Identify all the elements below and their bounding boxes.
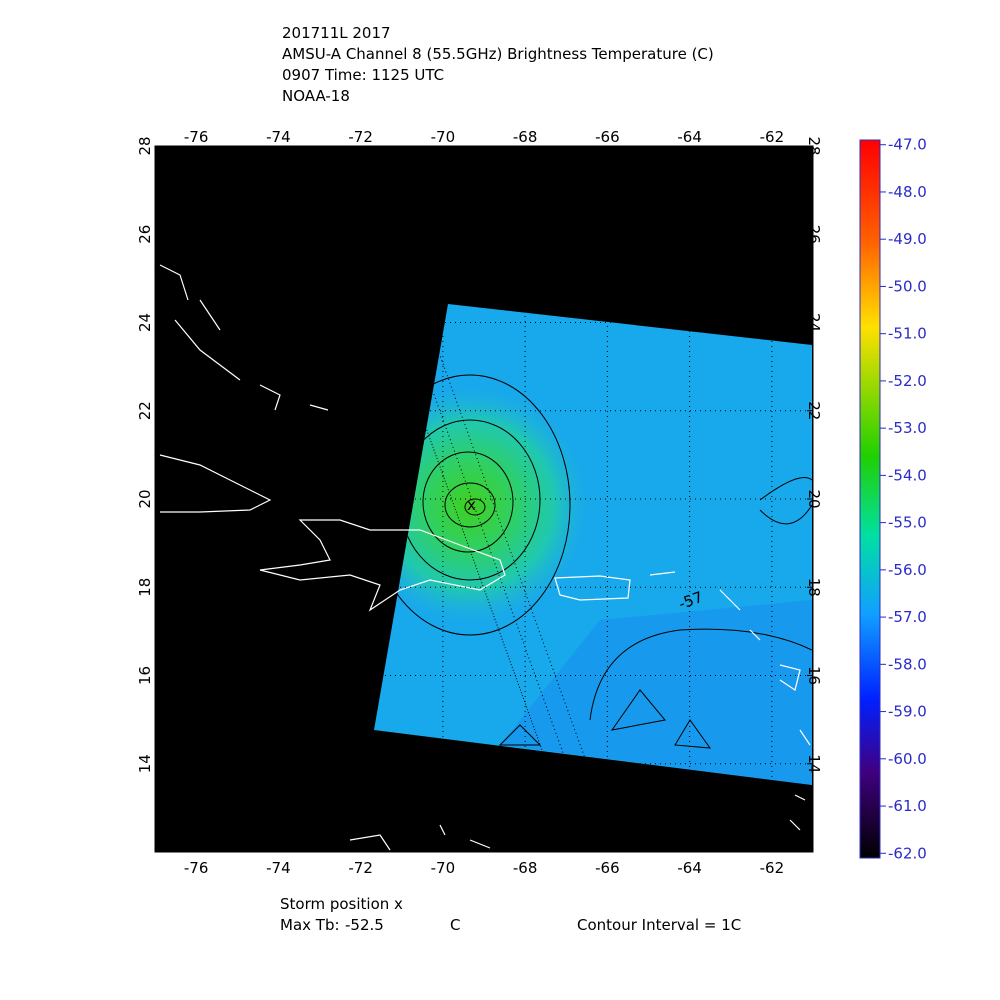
title-line: AMSU-A Channel 8 (55.5GHz) Brightness Te… bbox=[282, 45, 714, 63]
lon-tick-label: -72 bbox=[348, 128, 373, 146]
lon-tick-label: -72 bbox=[348, 859, 373, 877]
max-label: Max Tb: bbox=[280, 916, 340, 934]
colorbar-tick-label: -50.0 bbox=[888, 277, 927, 295]
lat-tick-label: 16 bbox=[805, 666, 823, 685]
lon-tick-label: -64 bbox=[677, 128, 702, 146]
lat-tick-label: 20 bbox=[805, 489, 823, 508]
lon-tick-label: -62 bbox=[760, 128, 785, 146]
contour-interval: Contour Interval = 1C bbox=[577, 916, 741, 934]
title-line: 0907 Time: 1125 UTC bbox=[282, 66, 444, 84]
lat-tick-label: 22 bbox=[136, 401, 154, 420]
colorbar-tick-label: -57.0 bbox=[888, 608, 927, 626]
title-line: NOAA-18 bbox=[282, 87, 350, 105]
colorbar-tick-label: -56.0 bbox=[888, 561, 927, 579]
lat-tick-label: 14 bbox=[805, 754, 823, 773]
colorbar bbox=[859, 139, 881, 859]
colorbar-tick-label: -53.0 bbox=[888, 419, 927, 437]
lon-tick-label: -76 bbox=[184, 859, 209, 877]
colorbar-tick-label: -49.0 bbox=[888, 230, 927, 248]
lon-tick-label: -70 bbox=[431, 859, 456, 877]
lon-tick-label: -74 bbox=[266, 128, 291, 146]
lon-tick-label: -70 bbox=[431, 128, 456, 146]
colorbar-tick-label: -51.0 bbox=[888, 325, 927, 343]
colorbar-tick-label: -55.0 bbox=[888, 514, 927, 532]
colorbar-tick-label: -54.0 bbox=[888, 466, 927, 484]
colorbar-tick-label: -47.0 bbox=[888, 136, 927, 154]
lat-tick-label: 26 bbox=[805, 225, 823, 244]
lat-tick-label: 18 bbox=[136, 578, 154, 597]
lat-tick-label: 16 bbox=[136, 666, 154, 685]
storm-marker: x bbox=[467, 496, 476, 514]
footer: Storm position x Max Tb: -52.5 C Contour… bbox=[280, 895, 741, 934]
colorbar-tick-label: -59.0 bbox=[888, 703, 927, 721]
lon-tick-label: -68 bbox=[513, 128, 538, 146]
colorbar-tick-label: -48.0 bbox=[888, 183, 927, 201]
lat-tick-label: 24 bbox=[805, 313, 823, 332]
lat-tick-label: 14 bbox=[136, 754, 154, 773]
colorbar-tick-label: -58.0 bbox=[888, 655, 927, 673]
lon-tick-label: -62 bbox=[760, 859, 785, 877]
lon-tick-label: -76 bbox=[184, 128, 209, 146]
colorbar-tick-label: -61.0 bbox=[888, 797, 927, 815]
lat-tick-label: 28 bbox=[136, 136, 154, 155]
header: 201711L 2017 AMSU-A Channel 8 (55.5GHz) … bbox=[282, 24, 714, 105]
colorbar-tick-label: -52.0 bbox=[888, 372, 927, 390]
storm-position: Storm position x bbox=[280, 895, 403, 913]
lon-tick-label: -68 bbox=[513, 859, 538, 877]
colorbar-tick-label: -62.0 bbox=[888, 844, 927, 862]
lon-tick-label: -74 bbox=[266, 859, 291, 877]
lon-tick-label: -64 bbox=[677, 859, 702, 877]
lat-tick-label: 18 bbox=[805, 578, 823, 597]
lat-tick-label: 20 bbox=[136, 489, 154, 508]
lat-tick-label: 28 bbox=[805, 136, 823, 155]
lat-tick-label: 26 bbox=[136, 225, 154, 244]
lon-tick-label: -66 bbox=[595, 859, 620, 877]
title-line: 201711L 2017 bbox=[282, 24, 391, 42]
max-unit: C bbox=[450, 916, 460, 934]
colorbar-tick-label: -60.0 bbox=[888, 750, 927, 768]
max-value: -52.5 bbox=[345, 916, 384, 934]
lon-tick-label: -66 bbox=[595, 128, 620, 146]
lat-tick-label: 22 bbox=[805, 401, 823, 420]
coastline bbox=[159, 264, 811, 851]
lat-tick-label: 24 bbox=[136, 313, 154, 332]
